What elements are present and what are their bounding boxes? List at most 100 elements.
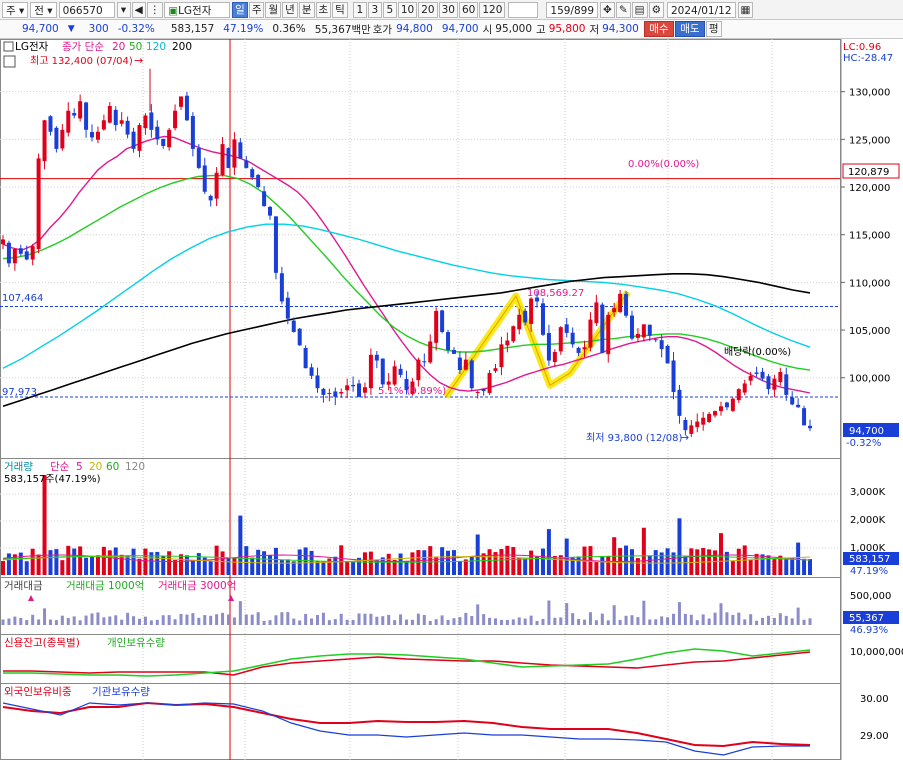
- pct-note: 0.00%(0.00%): [628, 159, 699, 170]
- tab-second[interactable]: 초: [315, 1, 332, 18]
- stock-chart[interactable]: 130,000 125,000 120,000 115,000 110,000 105,0…: [0, 39, 903, 760]
- count-field[interactable]: 159/899: [546, 1, 599, 18]
- amount-bar: [78, 620, 82, 625]
- price-type-select[interactable]: 전 ▾: [30, 1, 57, 18]
- interval-10[interactable]: 10: [397, 1, 418, 18]
- date-field[interactable]: 2024/01/12: [666, 1, 736, 18]
- candle-body: [446, 332, 451, 351]
- interval-60[interactable]: 60: [458, 1, 479, 18]
- candle-body: [279, 273, 284, 302]
- horizontal-lines: [0, 178, 840, 398]
- volume-bar: [72, 548, 77, 575]
- volume-bar: [36, 554, 41, 575]
- volume-bar: [84, 557, 89, 575]
- tab-year[interactable]: 년: [282, 1, 298, 18]
- volume-bar: [398, 553, 403, 575]
- open-label: 시: [482, 23, 493, 36]
- amount-bar: [701, 614, 705, 625]
- candle-body: [434, 310, 439, 343]
- volume-bar: [748, 559, 753, 575]
- stock-name-field[interactable]: ▣LG전자: [164, 1, 231, 18]
- credit-line: [3, 648, 811, 677]
- interval-30[interactable]: 30: [438, 1, 458, 18]
- hc-label: HC:-28.47: [843, 53, 893, 64]
- eval-button[interactable]: 평: [705, 21, 722, 37]
- candle-body: [659, 340, 664, 350]
- tab-day[interactable]: 일: [232, 1, 248, 18]
- fib-note: 108,569.27: [527, 288, 584, 299]
- candle-body: [303, 347, 308, 369]
- candle-body: [380, 358, 385, 385]
- amount-bar: [713, 612, 717, 625]
- tab-month[interactable]: 월: [265, 1, 282, 18]
- amount-bar: [209, 615, 213, 625]
- market-select[interactable]: 주 ▾: [2, 1, 29, 18]
- interval-120[interactable]: 120: [479, 1, 506, 18]
- amount-bar: [612, 605, 616, 625]
- volume-bar: [404, 561, 409, 575]
- amount-bar: [523, 618, 527, 625]
- interval-1[interactable]: 1: [352, 1, 367, 18]
- series-line-ma200: [2, 273, 811, 408]
- gear-icon[interactable]: ⚙: [648, 1, 664, 18]
- search-icon[interactable]: ▾: [116, 1, 131, 18]
- save-icon[interactable]: ▤: [631, 1, 648, 18]
- volume-bar: [244, 546, 249, 575]
- last-price-badge: [843, 423, 899, 437]
- panel-checkbox-icon[interactable]: [3, 41, 14, 52]
- foreign-line: [2, 701, 811, 748]
- interval-input[interactable]: [508, 1, 539, 18]
- menu-dots-icon[interactable]: ⋮: [146, 1, 164, 18]
- tab-week[interactable]: 주: [248, 1, 265, 18]
- candle-body: [137, 125, 142, 151]
- candle-body: [196, 148, 201, 168]
- volume-bar: [760, 554, 765, 575]
- stock-code-input[interactable]: 066570: [58, 1, 115, 18]
- amount-bar: [648, 619, 652, 625]
- calendar-icon[interactable]: ▦: [737, 1, 754, 18]
- amount-bar: [737, 612, 741, 625]
- candle-body: [618, 293, 623, 312]
- turnover-ratio: 0.36%: [272, 23, 306, 35]
- candle-body: [677, 389, 682, 416]
- interval-5[interactable]: 5: [382, 1, 397, 18]
- candle-body: [778, 372, 783, 383]
- amount-bar: [577, 619, 581, 625]
- candle-body: [772, 378, 777, 390]
- candle-body: [220, 144, 225, 176]
- interval-20[interactable]: 20: [418, 1, 438, 18]
- amount-bar: [387, 614, 391, 625]
- tab-minute[interactable]: 분: [298, 1, 315, 18]
- volume-bar: [208, 561, 213, 575]
- volume-bar: [279, 559, 284, 575]
- amount-bar: [470, 616, 474, 625]
- buy-button[interactable]: 매수: [643, 21, 674, 37]
- draw-icon[interactable]: ✎: [615, 1, 631, 18]
- candle-body: [208, 195, 213, 201]
- crosshair-icon[interactable]: ✥: [600, 1, 615, 18]
- credit-label-1: 신용잔고(종목별): [4, 637, 80, 649]
- series-line-ma120: [2, 223, 811, 369]
- speaker-icon[interactable]: ◀: [131, 1, 146, 18]
- low-price: 94,300: [602, 23, 639, 35]
- candle-body: [232, 139, 237, 168]
- amount-bar: [54, 620, 58, 625]
- volume-ma-5: 5: [76, 461, 83, 473]
- amount-bar: [535, 620, 539, 625]
- candle-body: [802, 408, 807, 426]
- tab-tick[interactable]: 틱: [332, 1, 348, 18]
- candle-body: [155, 126, 160, 140]
- volume-bar: [517, 557, 522, 575]
- interval-3[interactable]: 3: [367, 1, 382, 18]
- amount-bar: [25, 620, 29, 625]
- foreign-tick-29: 29.00: [860, 731, 889, 742]
- volume-bar: [226, 557, 231, 575]
- volume-bar: [689, 548, 694, 575]
- sell-button[interactable]: 매도: [674, 21, 705, 37]
- grid-toggle-icon[interactable]: [3, 55, 16, 68]
- volume-bar: [683, 556, 688, 575]
- candle-body: [582, 347, 587, 350]
- volume-bar: [730, 560, 735, 575]
- candle-body: [315, 375, 320, 389]
- amount-bar: [583, 619, 587, 625]
